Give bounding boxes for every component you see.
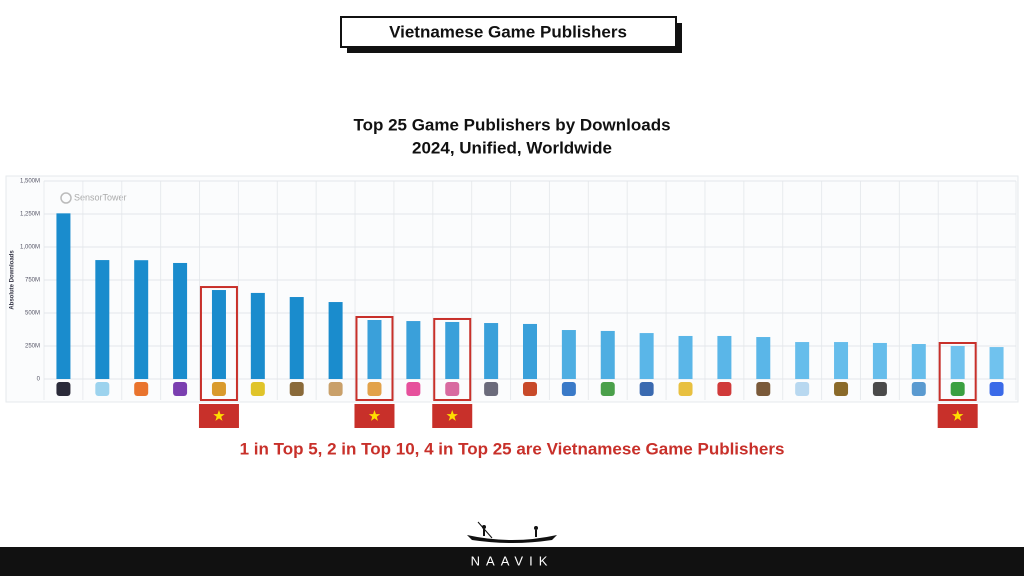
app-icon [600, 382, 615, 396]
bar [989, 347, 1004, 379]
chart-subtitle: 2024, Unified, Worldwide [412, 138, 612, 157]
app-icon [795, 382, 810, 396]
highlight-box [199, 286, 238, 402]
bar [795, 342, 810, 379]
bar [561, 330, 576, 379]
app-icon [406, 382, 421, 396]
flag-star [446, 410, 458, 421]
bar [950, 346, 965, 379]
header-title: Vietnamese Game Publishers [389, 22, 627, 41]
bar [445, 321, 460, 379]
app-icon [561, 382, 576, 396]
bar [717, 335, 732, 379]
bar [911, 344, 926, 379]
bar [678, 335, 693, 379]
bar [134, 260, 149, 379]
bar [834, 342, 849, 379]
boat-logo [467, 521, 557, 543]
footer-bar [0, 547, 1024, 576]
watermark-logo [60, 192, 72, 204]
bar [367, 319, 382, 379]
bar [328, 302, 343, 379]
annotation: 1 in Top 5, 2 in Top 10, 4 in Top 25 are… [240, 439, 785, 458]
bar [406, 321, 421, 379]
bar [639, 333, 654, 379]
chart-panel [5, 175, 1019, 403]
bar [95, 260, 110, 379]
app-icon [134, 382, 149, 396]
y-tick-label: 1,250M [20, 212, 40, 218]
app-icon [211, 382, 226, 396]
app-icon [523, 382, 537, 396]
bar [756, 337, 771, 379]
bar [211, 290, 226, 379]
app-icon [717, 382, 732, 396]
chart-title: Top 25 Game Publishers by Downloads [353, 115, 670, 134]
highlight-box [433, 317, 472, 402]
app-icon [95, 382, 110, 396]
y-tick-label: 0 [37, 377, 41, 383]
flag-star [368, 410, 381, 421]
footer-brand: NAAVIK [471, 553, 554, 568]
watermark: SensorTower [74, 192, 127, 202]
app-icon [484, 382, 499, 396]
bar [484, 323, 499, 379]
app-icon [445, 382, 460, 396]
app-icon [756, 382, 771, 396]
y-tick-label: 1,500M [20, 179, 40, 185]
y-tick-label: 500M [25, 311, 40, 317]
y-axis-label: Absolute Downloads [10, 250, 16, 310]
app-icon [328, 382, 343, 396]
app-icon [639, 382, 654, 396]
app-icon [289, 382, 304, 396]
flag-star [952, 410, 964, 421]
y-tick-label: 750M [25, 278, 40, 284]
app-icon [950, 382, 965, 396]
app-icon [989, 382, 1004, 396]
app-icon [367, 382, 382, 396]
bar [289, 297, 304, 379]
app-icon [173, 382, 188, 396]
app-icon [834, 382, 849, 396]
flag-star [213, 410, 225, 421]
app-icon [56, 382, 71, 396]
bar [250, 292, 265, 379]
app-icon [250, 382, 265, 396]
bar [872, 342, 887, 379]
bar [173, 262, 188, 379]
bar [56, 213, 71, 379]
bar [600, 330, 615, 379]
highlight-box [355, 315, 394, 401]
y-tick-label: 250M [25, 344, 40, 350]
app-icon [911, 382, 926, 396]
highlight-box [938, 342, 977, 401]
y-tick-label: 1,000M [20, 245, 40, 251]
app-icon [678, 382, 693, 396]
app-icon [872, 382, 887, 396]
header-box [340, 16, 677, 48]
bar [523, 323, 537, 379]
